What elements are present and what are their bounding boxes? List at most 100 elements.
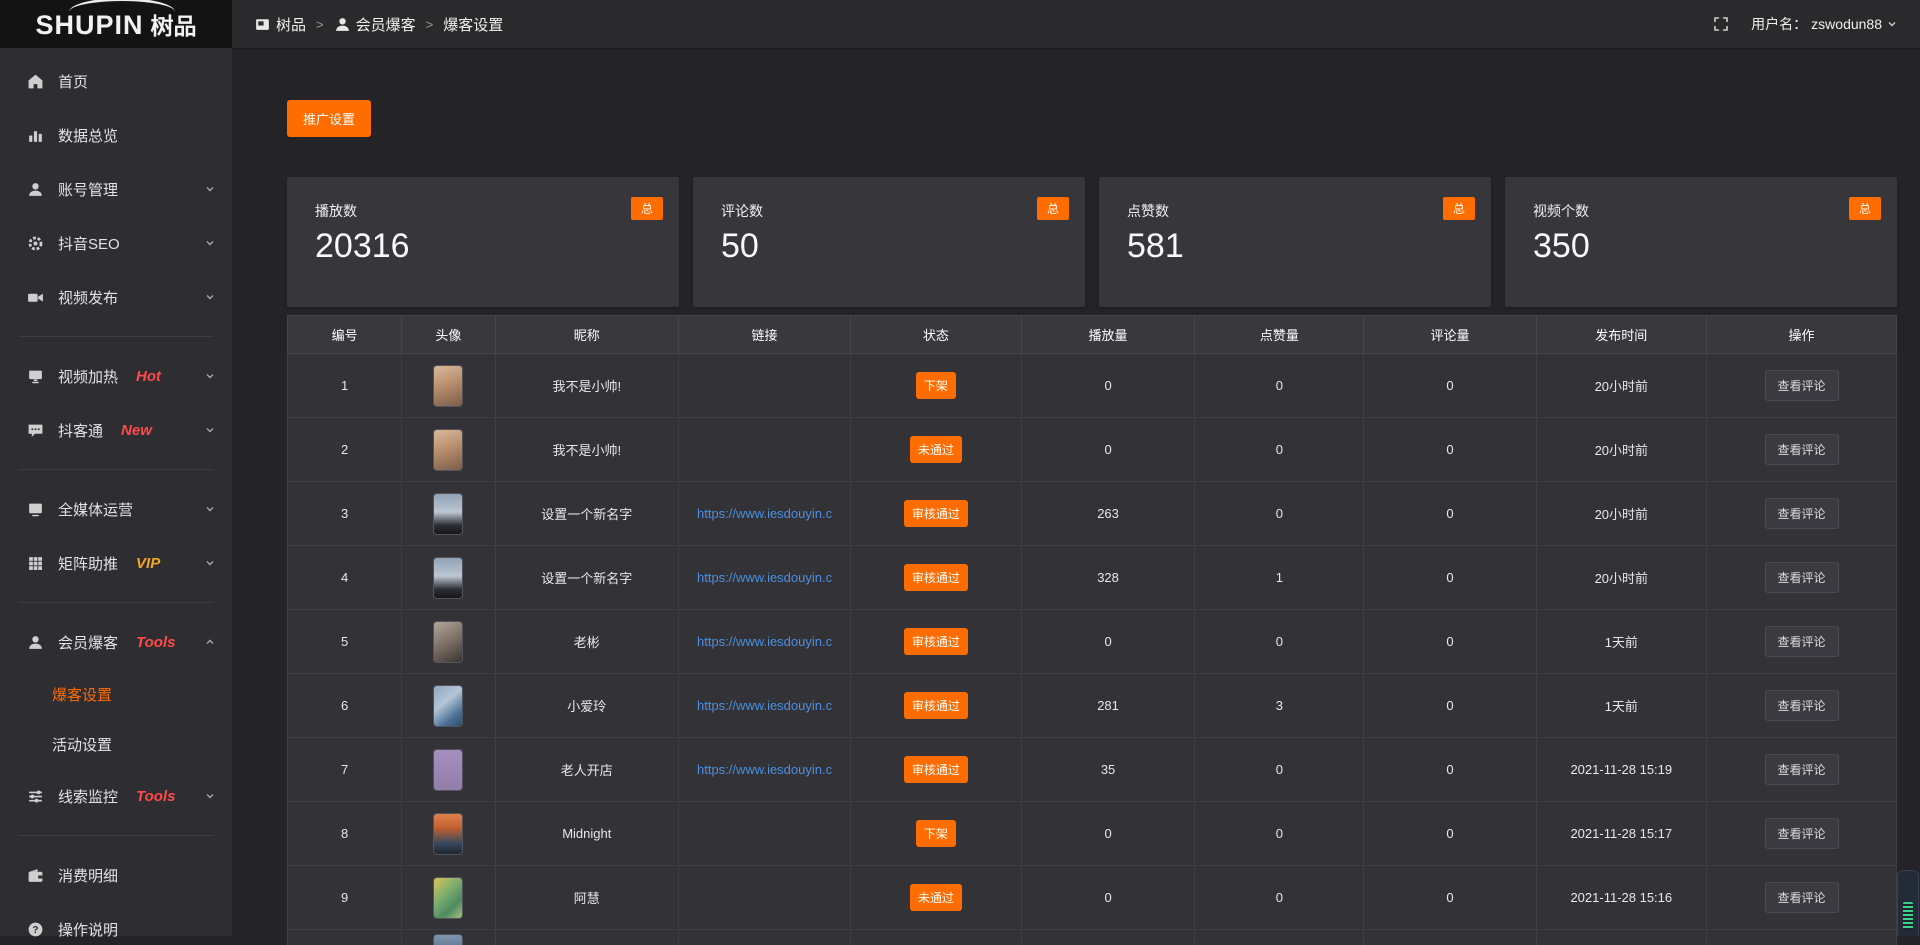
view-comments-button[interactable]: 查看评论: [1765, 562, 1839, 593]
sidebar-item-label: 抖音SEO: [58, 233, 120, 254]
plays-count: 0: [1104, 826, 1111, 841]
sidebar-item-label: 视频发布: [58, 287, 118, 308]
view-comments-button[interactable]: 查看评论: [1765, 370, 1839, 401]
avatar: [433, 557, 463, 599]
cell-avatar: [402, 546, 495, 610]
status-badge[interactable]: 未通过: [910, 436, 962, 463]
likes-count: 1: [1276, 570, 1283, 585]
cell-nickname: 老彬: [495, 610, 678, 674]
sidebar-item-douketong[interactable]: 抖客通 New: [0, 403, 232, 457]
comments-count: 0: [1446, 570, 1453, 585]
cell-status: 审核通过: [851, 674, 1022, 738]
nickname: 小爱玲: [567, 699, 606, 714]
publish-time: 20小时前: [1595, 379, 1648, 394]
status-badge[interactable]: 审核通过: [904, 564, 968, 591]
fullscreen-icon[interactable]: [1713, 16, 1729, 32]
cell-time: 2021-11-28 15:19: [1536, 738, 1707, 802]
wallet-icon: [27, 867, 44, 884]
vip-badge: VIP: [136, 555, 160, 572]
cell-likes: 0: [1195, 738, 1364, 802]
col-header-nickname: 昵称: [495, 316, 678, 354]
breadcrumb-home[interactable]: 树品: [254, 14, 306, 35]
view-comments-button[interactable]: 查看评论: [1765, 754, 1839, 785]
table-header-row: 编号 头像 昵称 链接 状态 播放量 点赞量 评论量 发布时间 操作: [288, 316, 1897, 354]
plays-count: 0: [1104, 634, 1111, 649]
sidebar-item-video-publish[interactable]: 视频发布: [0, 270, 232, 324]
table-row: 6 小爱玲 https://www.iesdouyin.c 审核通过 281 3…: [288, 674, 1897, 738]
status-badge[interactable]: 审核通过: [904, 756, 968, 783]
video-link[interactable]: https://www.iesdouyin.c: [679, 698, 850, 713]
sidebar-item-label: 视频加热: [58, 366, 118, 387]
sidebar-item-consumption-details[interactable]: 消费明细: [0, 848, 232, 902]
video-link[interactable]: https://www.iesdouyin.c: [679, 570, 850, 585]
app-icon: [254, 16, 271, 33]
comments-count: 0: [1446, 634, 1453, 649]
brand-name-en: SHUPIN: [35, 10, 143, 41]
user-menu[interactable]: 用户名： zswodun88: [1751, 14, 1898, 34]
nickname: 我不是小帅!: [552, 379, 621, 394]
avatar: [433, 685, 463, 727]
cell-time: 1天前: [1536, 610, 1707, 674]
comments-count: 0: [1446, 890, 1453, 905]
sidebar-item-douyin-seo[interactable]: 抖音SEO: [0, 216, 232, 270]
cell-plays: 263: [1021, 482, 1195, 546]
status-badge[interactable]: 审核通过: [904, 692, 968, 719]
video-link[interactable]: https://www.iesdouyin.c: [679, 634, 850, 649]
cell-action: 查看评论: [1707, 674, 1897, 738]
sidebar-item-omnimedia-operation[interactable]: 全媒体运营: [0, 482, 232, 536]
status-badge[interactable]: 审核通过: [904, 500, 968, 527]
floating-service-widget[interactable]: [1897, 870, 1919, 936]
total-badge: 总: [1037, 197, 1069, 220]
nickname: Midnight: [562, 826, 611, 841]
video-link[interactable]: https://www.iesdouyin.c: [679, 506, 850, 521]
sidebar-item-data-overview[interactable]: 数据总览: [0, 108, 232, 162]
status-badge[interactable]: 下架: [916, 372, 956, 399]
sidebar-item-activity-settings[interactable]: 活动设置: [0, 719, 232, 769]
cell-comments: 0: [1364, 802, 1536, 866]
sidebar-item-matrix-boost[interactable]: 矩阵助推 VIP: [0, 536, 232, 590]
promotion-settings-button[interactable]: 推广设置: [287, 100, 371, 137]
stat-card-likes: 点赞数 581 总: [1099, 177, 1491, 307]
likes-count: 0: [1276, 634, 1283, 649]
breadcrumb-current[interactable]: 爆客设置: [443, 14, 503, 35]
table-row: 1 我不是小帅! 下架 0 0 0 20小时前 查看评论: [288, 354, 1897, 418]
chevron-down-icon: [204, 424, 216, 436]
row-id: 5: [341, 634, 348, 649]
cell-action: 查看评论: [1707, 866, 1897, 930]
sidebar-item-video-heat[interactable]: 视频加热 Hot: [0, 349, 232, 403]
view-comments-button[interactable]: 查看评论: [1765, 626, 1839, 657]
sidebar-item-baoke-settings[interactable]: 爆客设置: [0, 669, 232, 719]
cell-comments: 0: [1364, 674, 1536, 738]
status-badge[interactable]: 审核通过: [904, 628, 968, 655]
sidebar-item-account-management[interactable]: 账号管理: [0, 162, 232, 216]
view-comments-button[interactable]: 查看评论: [1765, 498, 1839, 529]
user-icon: [27, 181, 44, 198]
view-comments-button[interactable]: 查看评论: [1765, 434, 1839, 465]
cell-avatar: [402, 482, 495, 546]
cell-status: 审核通过: [851, 738, 1022, 802]
sidebar-item-label: 消费明细: [58, 865, 118, 886]
home-icon: [27, 73, 44, 90]
sidebar-divider: [18, 469, 214, 470]
brand-name-cn: 树品: [151, 7, 197, 41]
status-badge[interactable]: 下架: [916, 820, 956, 847]
sidebar-item-lead-monitoring[interactable]: 线索监控 Tools: [0, 769, 232, 823]
row-id: 8: [341, 826, 348, 841]
breadcrumb-member[interactable]: 会员爆客: [334, 14, 416, 35]
status-badge[interactable]: 未通过: [910, 884, 962, 911]
nickname: 老彬: [574, 635, 600, 650]
view-comments-button[interactable]: 查看评论: [1765, 818, 1839, 849]
sidebar-item-home[interactable]: 首页: [0, 54, 232, 108]
tools-badge: Tools: [136, 788, 175, 805]
view-comments-button[interactable]: 查看评论: [1765, 690, 1839, 721]
view-comments-button[interactable]: 查看评论: [1765, 882, 1839, 913]
sidebar-divider: [18, 602, 214, 603]
cell-id: 6: [288, 674, 402, 738]
chevron-down-icon: [204, 557, 216, 569]
cell-plays: 0: [1021, 802, 1195, 866]
cell-link: [678, 866, 850, 930]
video-link[interactable]: https://www.iesdouyin.c: [679, 762, 850, 777]
grid-icon: [27, 555, 44, 572]
sidebar-item-member-baoke[interactable]: 会员爆客 Tools: [0, 615, 232, 669]
chevron-down-icon: [204, 370, 216, 382]
